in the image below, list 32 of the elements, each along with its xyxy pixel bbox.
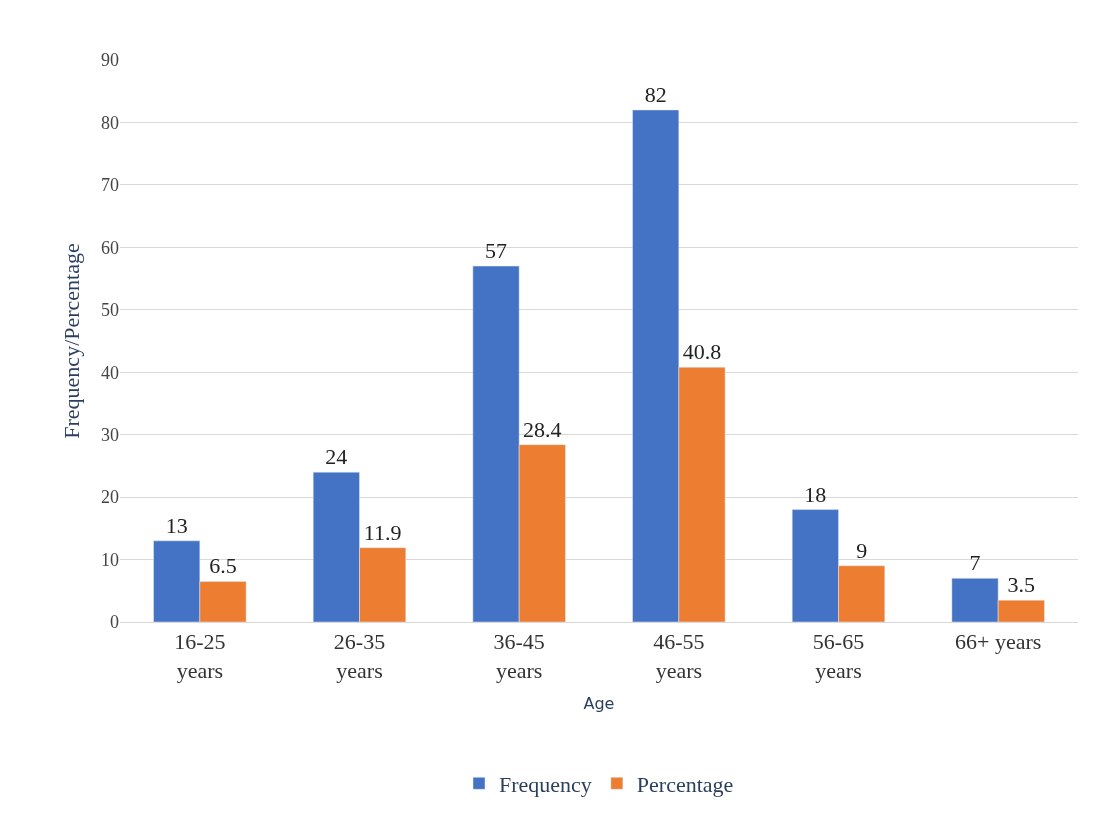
y-tick-label: 10	[101, 549, 119, 570]
x-tick-label: 26-35 years	[333, 629, 386, 683]
data-label: 40.8	[682, 339, 722, 365]
data-label: 57	[485, 238, 508, 264]
y-tick-label: 70	[101, 175, 119, 196]
y-tick-label: 30	[101, 424, 119, 445]
legend-label: Percentage	[636, 771, 734, 797]
x-tick-label: 36-45 years	[493, 629, 545, 683]
y-axis-title: Frequency/Percentage	[58, 243, 84, 439]
y-tick-label: 50	[101, 300, 119, 321]
legend-label: Frequency	[499, 771, 592, 797]
x-tick-label: 46-55 years	[653, 629, 705, 683]
y-tick-label: 60	[101, 237, 119, 258]
data-label: 18	[804, 481, 827, 507]
data-label: 82	[644, 81, 667, 107]
data-label: 7	[969, 550, 981, 576]
x-axis-title: Age	[583, 693, 615, 713]
y-tick-label: 40	[101, 362, 119, 383]
x-tick-label: 16-25 years	[174, 629, 226, 683]
y-tick-label: 90	[101, 50, 119, 71]
x-tick-label: 56-65 years	[812, 629, 865, 683]
data-label: 3.5	[1007, 572, 1036, 598]
data-label: 11.9	[363, 519, 402, 545]
data-label: 6.5	[209, 553, 237, 579]
data-label: 9	[856, 537, 868, 563]
y-tick-label: 0	[110, 612, 119, 633]
data-label: 24	[325, 444, 348, 470]
data-label: 28.4	[523, 416, 562, 442]
y-tick-label: 20	[101, 487, 119, 508]
y-tick-label: 80	[101, 112, 119, 133]
x-tick-label: 66+ years	[955, 629, 1042, 655]
data-label: 13	[165, 512, 188, 538]
